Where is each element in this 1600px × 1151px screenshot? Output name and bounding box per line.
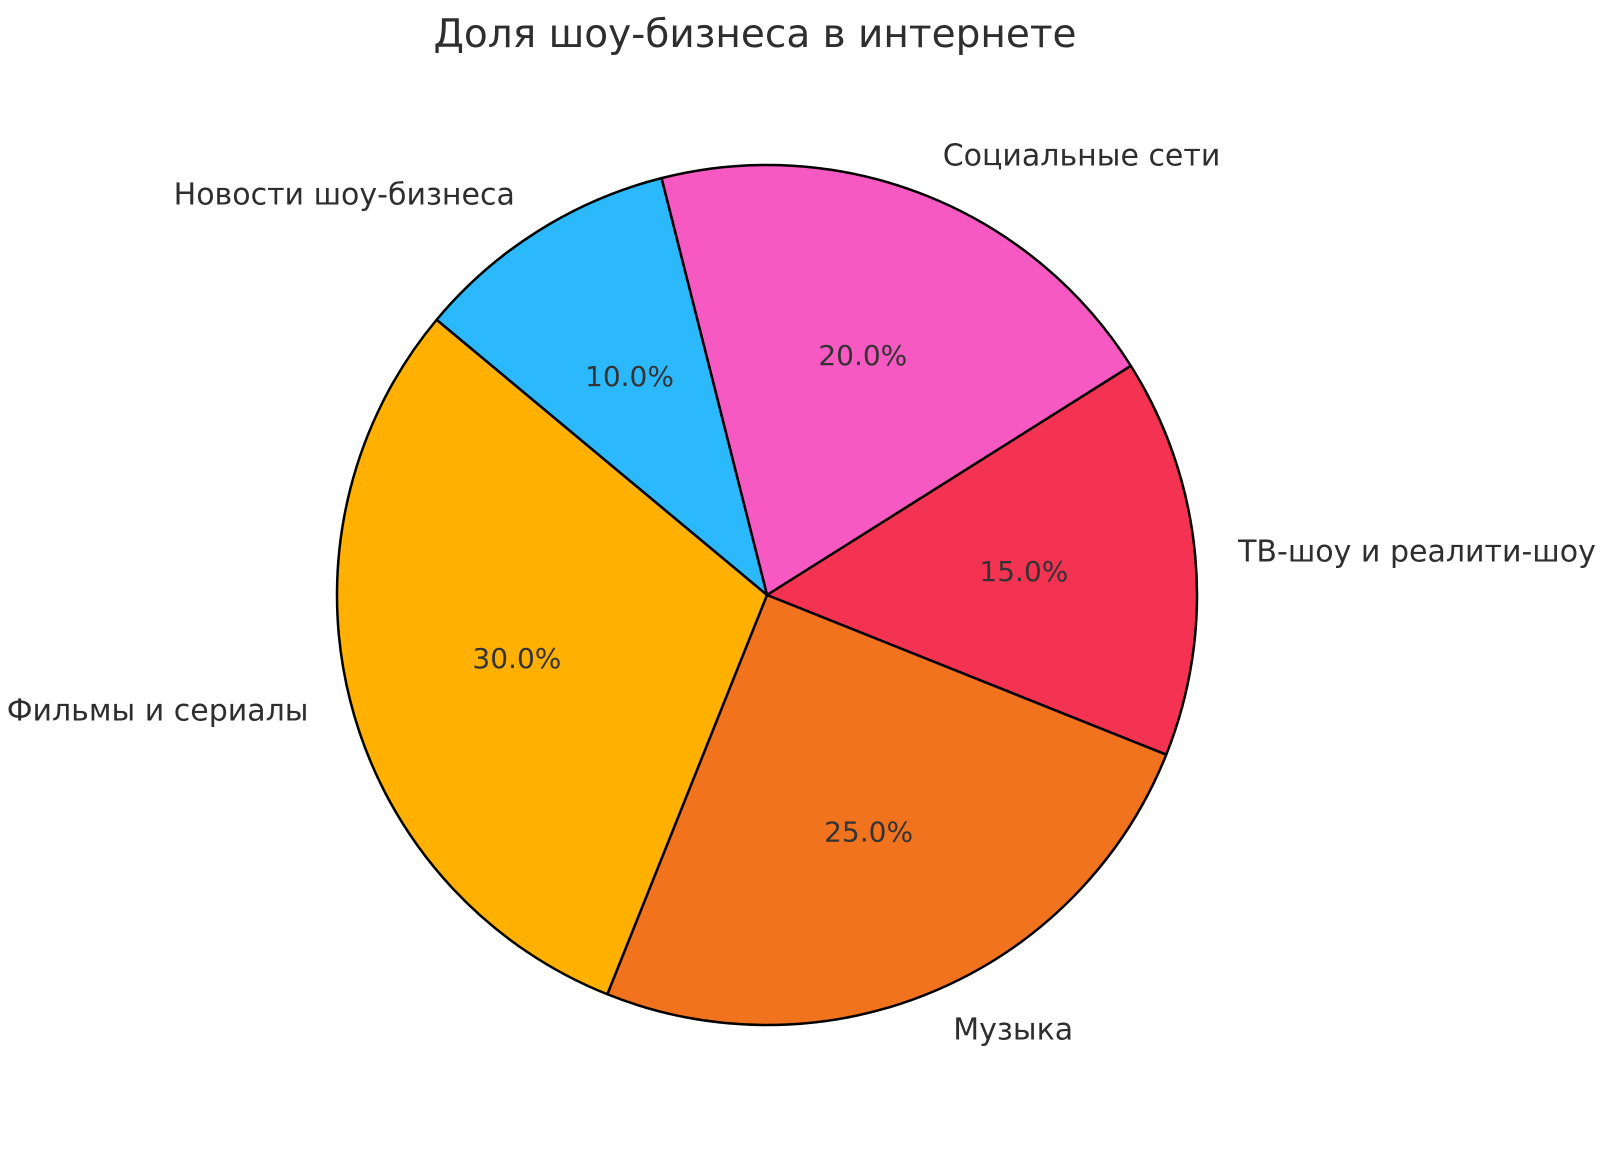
percent-label-0: 20.0% — [818, 339, 907, 372]
pie-slice-4 — [435, 176, 769, 597]
percent-label-1: 15.0% — [979, 555, 1068, 588]
slice-label-4: Новости шоу-бизнеса — [174, 177, 515, 212]
percent-label-4: 10.0% — [585, 360, 674, 393]
percent-label-3: 30.0% — [472, 642, 561, 675]
chart-title: Доля шоу-бизнеса в интернете — [433, 12, 1076, 57]
pie-slice-2 — [606, 593, 1168, 1027]
slice-label-2: Музыка — [953, 1012, 1073, 1047]
percent-label-2: 25.0% — [824, 816, 913, 849]
slice-label-1: ТВ-шоу и реалити-шоу — [1237, 535, 1596, 570]
slice-label-0: Социальные сети — [943, 138, 1221, 173]
slice-label-3: Фильмы и сериалы — [7, 694, 309, 729]
pie-slice-0 — [660, 163, 1133, 597]
pie-slice-1 — [765, 364, 1199, 756]
pie-slice-3 — [335, 318, 769, 996]
